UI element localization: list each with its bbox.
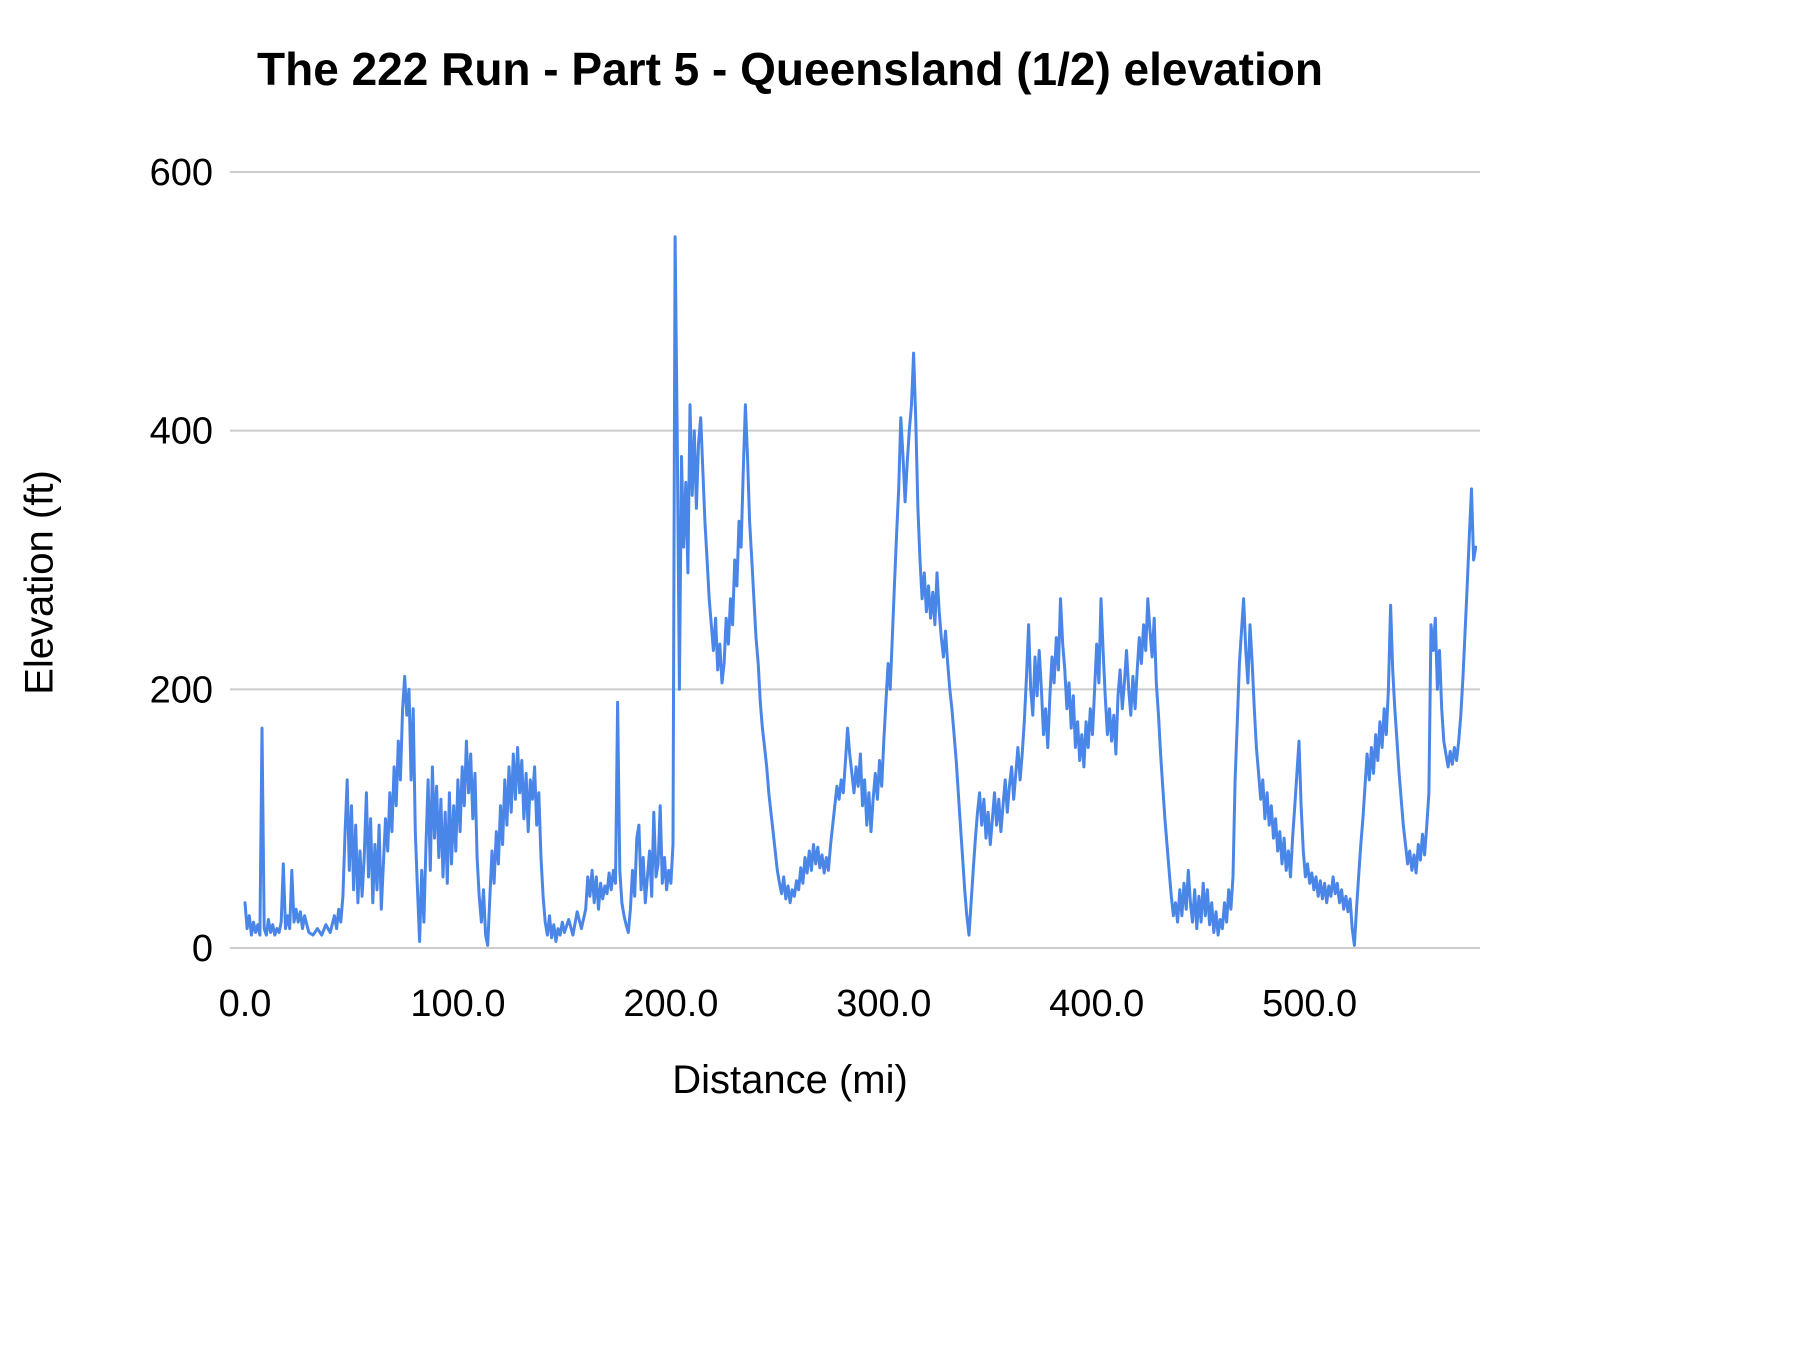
chart-title: The 222 Run - Part 5 - Queensland (1/2) … <box>257 43 1323 95</box>
x-tick-label: 400.0 <box>1049 983 1144 1025</box>
x-tick-label: 200.0 <box>623 983 718 1025</box>
x-tick-label: 100.0 <box>410 983 505 1025</box>
elevation-series-line <box>243 235 1478 947</box>
x-axis-label: Distance (mi) <box>672 1058 908 1102</box>
y-tick-label: 400 <box>150 411 213 453</box>
y-tick-label: 600 <box>150 152 213 194</box>
y-tick-label: 200 <box>150 669 213 711</box>
x-tick-label: 300.0 <box>836 983 931 1025</box>
y-tick-label: 0 <box>192 928 213 970</box>
x-tick-label: 500.0 <box>1262 983 1357 1025</box>
x-tick-label: 0.0 <box>219 983 272 1025</box>
